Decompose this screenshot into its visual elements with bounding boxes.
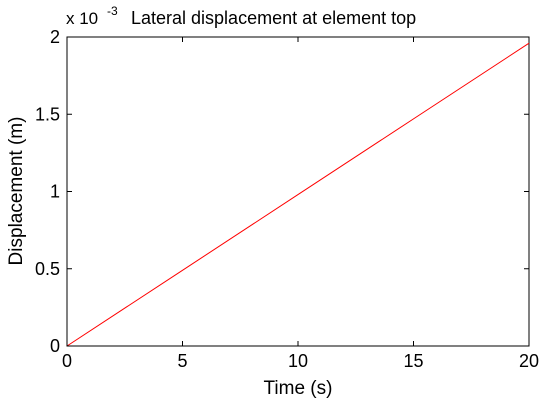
- plot-area: [66, 36, 530, 347]
- y-axis-label: Displacement (m): [6, 117, 27, 266]
- series-line-1: [66, 42, 530, 347]
- y-tick-label: 0.5: [35, 259, 60, 279]
- axes-box: [66, 36, 530, 347]
- y-tick-label: 2: [50, 27, 60, 47]
- x-tick-label: 10: [288, 351, 308, 371]
- x-tick-label: 20: [519, 351, 539, 371]
- chart-text: Lateral displacement at element top x 10…: [6, 4, 416, 399]
- x-tick-label: 0: [62, 351, 72, 371]
- x-tick-label: 15: [403, 351, 423, 371]
- y-axis-exponent-prefix: x 10: [66, 9, 98, 28]
- y-tick-label: 0: [50, 336, 60, 356]
- y-axis-exponent-power: -3: [107, 4, 118, 18]
- y-tick-label: 1: [50, 182, 60, 202]
- axis-ticks: 0 5 10 15 20 0 0.5 1 1.5 2: [35, 27, 539, 371]
- y-tick-label: 1.5: [35, 104, 60, 124]
- x-axis-label: Time (s): [264, 378, 333, 399]
- x-tick-label: 5: [177, 351, 187, 371]
- chart-title: Lateral displacement at element top: [131, 8, 416, 28]
